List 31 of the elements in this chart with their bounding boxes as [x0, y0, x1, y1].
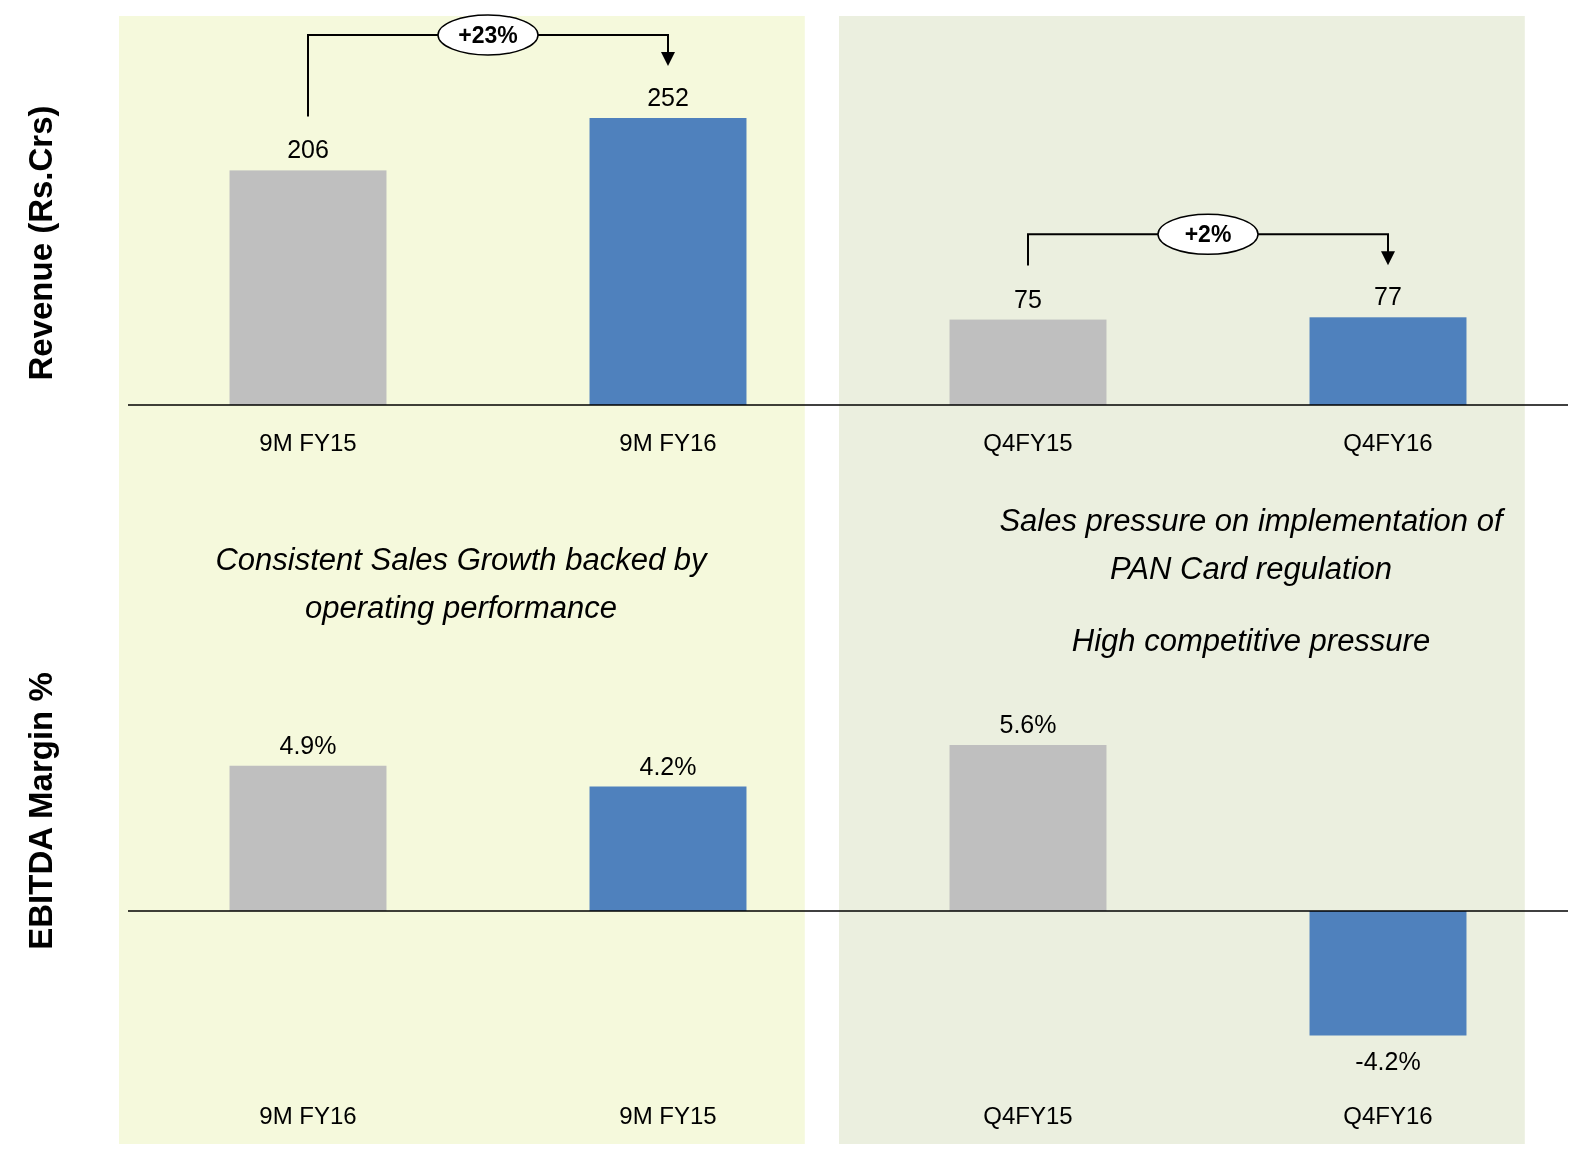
bar — [589, 786, 747, 911]
text: High competitive pressure — [1071, 623, 1431, 658]
data-label: 252 — [647, 83, 689, 111]
y-axis-title: Revenue (Rs.Crs) — [22, 105, 59, 381]
x-tick-label: 9M FY16 — [619, 429, 717, 456]
bar — [1309, 317, 1467, 405]
data-label: 75 — [1014, 284, 1042, 313]
bar — [229, 170, 387, 405]
data-label: 77 — [1374, 282, 1402, 311]
x-tick-label: 9M FY15 — [619, 1102, 717, 1129]
bar — [949, 319, 1107, 405]
x-tick-label: 9M FY15 — [259, 429, 357, 456]
bar — [229, 765, 387, 911]
data-label: 5.6% — [999, 710, 1057, 738]
x-tick-label: Q4FY15 — [983, 1102, 1073, 1129]
data-label: 4.9% — [279, 730, 337, 759]
data-label: 206 — [287, 135, 329, 164]
text: Sales pressure on implementation of PAN Card regulation — [999, 503, 1506, 586]
x-tick-label: Q4FY16 — [1343, 429, 1433, 456]
data-label: 4.2% — [639, 751, 697, 780]
bar — [949, 745, 1107, 911]
x-tick-label: 9M FY16 — [259, 1102, 357, 1129]
x-tick-label: Q4FY15 — [983, 429, 1073, 456]
text: +23% — [458, 22, 518, 48]
y-axis-title: EBITDA Margin % — [22, 672, 59, 950]
bar — [1309, 911, 1467, 1036]
data-label: -4.2% — [1355, 1046, 1421, 1075]
annotation: +2% — [1184, 221, 1232, 248]
text: Consistent Sales Growth backed by operating performance — [215, 542, 710, 625]
bar — [589, 118, 747, 405]
x-tick-label: Q4FY16 — [1343, 1102, 1433, 1129]
